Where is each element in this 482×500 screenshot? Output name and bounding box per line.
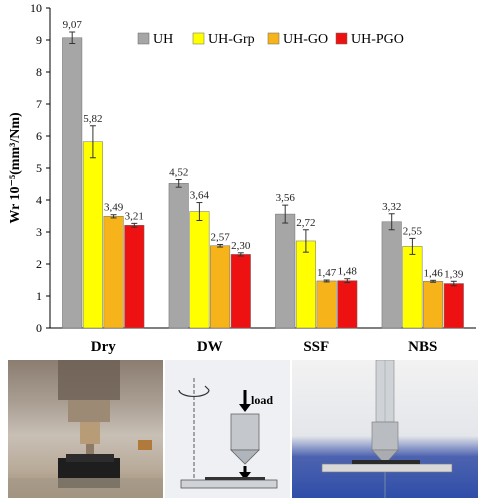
- data-label: 1,48: [338, 266, 358, 278]
- load-schematic-drawing: load: [178, 378, 278, 489]
- bar-uh-pgo-ssf: [337, 280, 358, 329]
- bar-uh-grp-nbs: [402, 246, 423, 329]
- data-label: 1,46: [423, 267, 443, 279]
- data-label: 3,21: [125, 210, 144, 222]
- legend-label-uh: UH: [153, 32, 173, 47]
- data-label: 9,07: [63, 19, 83, 31]
- data-label: 5,82: [83, 113, 102, 125]
- simulation-render: [292, 360, 478, 498]
- y-tick-label: 5: [36, 161, 42, 175]
- data-label: 2,72: [296, 217, 315, 229]
- data-label: 4,52: [169, 167, 188, 179]
- bar-uh-pgo-dry: [124, 225, 145, 329]
- chart-legend: UH UH-Grp UH-GO UH-PGO: [137, 32, 404, 47]
- bar-uh-go-dry: [103, 216, 124, 329]
- chart-bars: 9,07 5,82 3,493,21 4,523,64 2,572,30 3,56 2,72…: [62, 19, 464, 329]
- bar-uh-nbs: [381, 221, 402, 329]
- legend-swatch-uh-go: [267, 32, 280, 45]
- data-label: 2,55: [403, 225, 423, 237]
- legend-label-uh-grp: UH-Grp: [208, 32, 255, 47]
- y-tick-label: 4: [36, 193, 42, 207]
- legend-swatch-uh: [137, 32, 150, 45]
- y-tick-label: 1: [36, 289, 42, 303]
- tribometer-photo-drawing: [8, 360, 163, 498]
- bar-uh-grp-ssf: [295, 240, 316, 329]
- bar-uh-dw: [168, 183, 189, 329]
- y-axis-label: Wr 10⁻⁵(mm³/Nm): [8, 112, 23, 224]
- bar-uh-grp-dw: [189, 211, 210, 329]
- x-category-label: Dry: [91, 339, 116, 355]
- x-category-label: SSF: [303, 339, 329, 355]
- test-setup-images: load: [8, 360, 478, 498]
- data-label: 2,57: [210, 231, 230, 243]
- y-tick-label: 3: [36, 225, 42, 239]
- load-label: load: [251, 393, 273, 407]
- legend-swatch-uh-pgo: [335, 32, 348, 45]
- x-category-label: NBS: [408, 339, 437, 355]
- legend-label-uh-go: UH-GO: [283, 32, 328, 47]
- data-label: 1,39: [444, 268, 464, 280]
- y-tick-label: 2: [36, 257, 42, 271]
- x-category-label: DW: [197, 339, 223, 355]
- bar-uh-go-dw: [210, 245, 231, 329]
- y-tick-label: 10: [30, 1, 42, 15]
- data-label: 2,30: [231, 240, 251, 252]
- chart-axes: 0 1 2 3 4 5 6 7 8 9 10 Wr 10⁻⁵(mm³/Nm) Dry DW SSF NBS: [8, 1, 476, 355]
- legend-swatch-uh-grp: [192, 32, 205, 45]
- y-tick-label: 0: [36, 321, 42, 335]
- y-tick-label: 6: [36, 129, 42, 143]
- y-tick-label: 8: [36, 65, 42, 79]
- tribometer-photo: [8, 360, 163, 498]
- bar-uh-go-ssf: [316, 280, 337, 329]
- bar-uh-ssf: [275, 213, 296, 329]
- data-label: 3,64: [190, 190, 210, 202]
- legend-label-uh-pgo: UH-PGO: [351, 32, 404, 47]
- simulation-render-drawing: [321, 360, 453, 498]
- data-label: 3,56: [276, 192, 296, 204]
- bar-uh-grp-dry: [82, 141, 103, 329]
- data-label: 3,32: [382, 201, 401, 213]
- bar-uh-pgo-dw: [230, 254, 251, 329]
- y-tick-label: 7: [36, 97, 42, 111]
- data-label: 3,49: [104, 202, 124, 214]
- bar-uh-dry: [62, 37, 83, 329]
- load-schematic: load: [165, 360, 290, 498]
- bar-uh-go-nbs: [423, 281, 444, 329]
- data-label: 1,47: [317, 267, 337, 279]
- wear-rate-bar-chart: 0 1 2 3 4 5 6 7 8 9 10 Wr 10⁻⁵(mm³/Nm) Dry DW SSF NBS 9…: [8, 1, 476, 355]
- y-tick-label: 9: [36, 33, 42, 47]
- bar-uh-pgo-nbs: [443, 283, 464, 329]
